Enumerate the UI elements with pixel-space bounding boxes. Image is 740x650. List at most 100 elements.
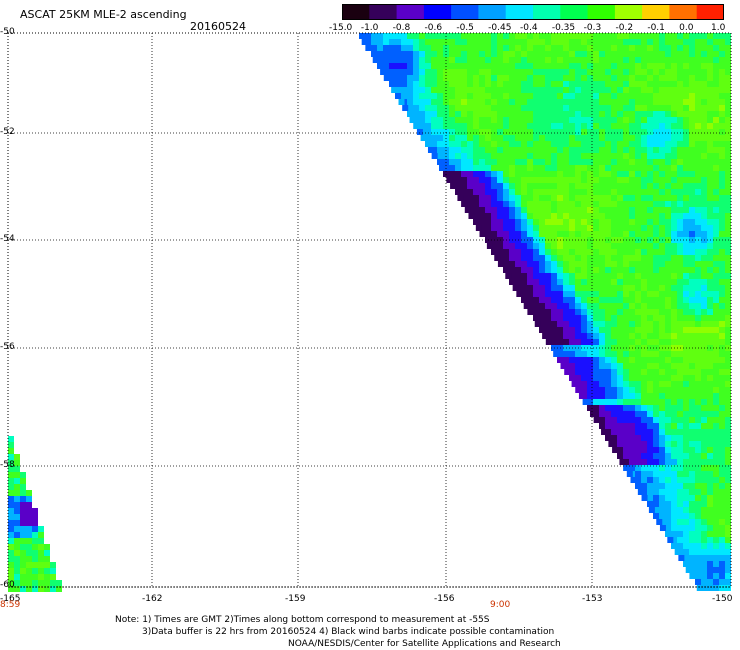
- swath-cell: [32, 538, 38, 544]
- swath-cell: [581, 147, 587, 153]
- swath-cell: [689, 81, 695, 87]
- swath-cell: [371, 45, 377, 51]
- swath-cell: [605, 303, 611, 309]
- swath-cell: [479, 183, 485, 189]
- swath-cell: [545, 327, 551, 333]
- colorbar-label: -0.2: [615, 23, 634, 33]
- swath-cell: [587, 165, 593, 171]
- swath-cell: [599, 117, 605, 123]
- swath-cell: [407, 45, 413, 51]
- swath-cell: [641, 93, 647, 99]
- swath-cell: [605, 429, 611, 435]
- swath-cell: [701, 543, 707, 549]
- swath-cell: [545, 255, 551, 261]
- swath-cell: [635, 45, 641, 51]
- swath-cell: [623, 393, 629, 399]
- swath-cell: [491, 39, 497, 45]
- swath-cell: [623, 327, 629, 333]
- swath-cell: [545, 81, 551, 87]
- swath-cell: [401, 63, 407, 69]
- swath-cell: [599, 225, 605, 231]
- swath-cell: [521, 57, 527, 63]
- swath-cell: [695, 285, 701, 291]
- swath-cell: [635, 219, 641, 225]
- swath-cell: [581, 183, 587, 189]
- swath-cell: [563, 141, 569, 147]
- swath-cell: [557, 99, 563, 105]
- colorbar-label: -0.6: [424, 23, 443, 33]
- swath-cell: [707, 357, 713, 363]
- swath-cell: [617, 51, 623, 57]
- swath-cell: [671, 375, 677, 381]
- swath-cell: [617, 375, 623, 381]
- swath-cell: [557, 57, 563, 63]
- swath-cell: [665, 429, 671, 435]
- swath-cell: [719, 393, 725, 399]
- swath-cell: [611, 321, 617, 327]
- swath-cell: [719, 219, 725, 225]
- swath-cell: [707, 207, 713, 213]
- swath-cell: [533, 141, 539, 147]
- swath-cell: [623, 219, 629, 225]
- swath-cell: [485, 159, 491, 165]
- swath-cell: [653, 357, 659, 363]
- swath-cell: [701, 471, 707, 477]
- swath-cell: [713, 189, 719, 195]
- swath-cell: [683, 375, 689, 381]
- swath-cell: [641, 195, 647, 201]
- swath-cell: [491, 33, 497, 39]
- swath-cell: [563, 99, 569, 105]
- swath-cell: [707, 189, 713, 195]
- swath-cell: [659, 483, 665, 489]
- swath-cell: [545, 249, 551, 255]
- swath-cell: [551, 303, 557, 309]
- swath-cell: [527, 141, 533, 147]
- swath-cell: [713, 381, 719, 387]
- swath-cell: [635, 69, 641, 75]
- swath-cell: [569, 159, 575, 165]
- swath-cell: [587, 129, 593, 135]
- swath-cell: [431, 63, 437, 69]
- swath-cell: [611, 111, 617, 117]
- swath-cell: [719, 321, 725, 327]
- swath-cell: [725, 351, 731, 357]
- swath-cell: [701, 309, 707, 315]
- swath-cell: [725, 153, 731, 159]
- swath-cell: [653, 87, 659, 93]
- swath-cell: [581, 105, 587, 111]
- swath-cell: [689, 507, 695, 513]
- swath-cell: [611, 45, 617, 51]
- swath-cell: [551, 291, 557, 297]
- swath-cell: [563, 321, 569, 327]
- swath-cell: [653, 441, 659, 447]
- swath-cell: [551, 171, 557, 177]
- swath-cell: [457, 195, 464, 201]
- swath-cell: [557, 327, 563, 333]
- swath-cell: [659, 195, 665, 201]
- swath-cell: [623, 135, 629, 141]
- swath-cell: [671, 393, 677, 399]
- swath-cell: [461, 189, 467, 195]
- swath-cell: [623, 459, 629, 465]
- swath-cell: [569, 153, 575, 159]
- swath-cell: [635, 195, 641, 201]
- swath-cell: [719, 489, 725, 495]
- swath-cell: [545, 75, 551, 81]
- swath-cell: [521, 153, 527, 159]
- swath-cell: [545, 165, 551, 171]
- swath-cell: [461, 87, 467, 93]
- swath-cell: [683, 39, 689, 45]
- lon-label: -153: [582, 594, 603, 604]
- swath-cell: [689, 51, 695, 57]
- swath-cell: [629, 213, 635, 219]
- swath-cell: [677, 219, 683, 225]
- swath-cell: [431, 51, 437, 57]
- swath-cell: [611, 369, 617, 375]
- swath-cell: [527, 99, 533, 105]
- swath-cell: [557, 171, 563, 177]
- swath-cell: [569, 63, 575, 69]
- swath-cell: [677, 159, 683, 165]
- swath-cell: [407, 63, 413, 69]
- swath-cell: [575, 195, 581, 201]
- swath-cell: [641, 303, 647, 309]
